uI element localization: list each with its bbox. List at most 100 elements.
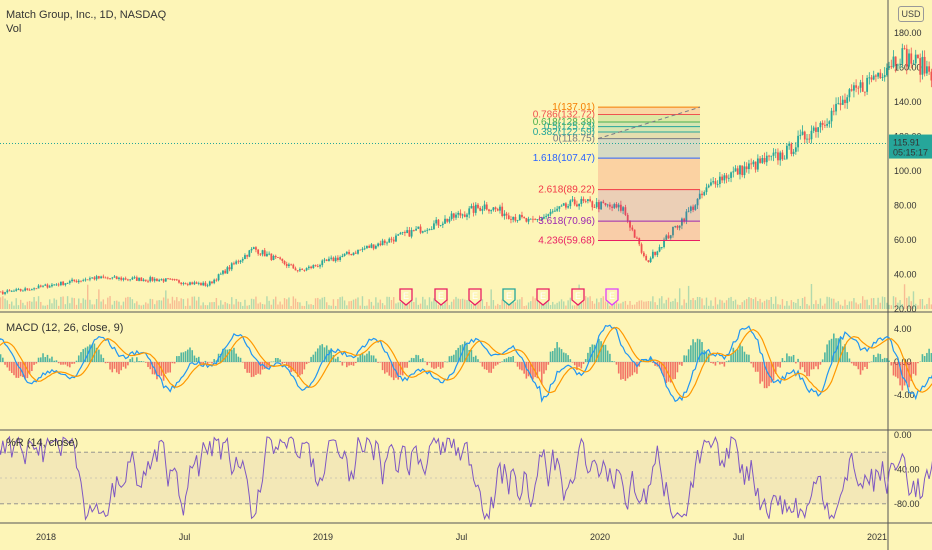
macd-histogram-bar: [390, 362, 393, 378]
macd-histogram-bar: [250, 362, 253, 378]
volume-bar: [640, 300, 643, 309]
macd-histogram-bar: [636, 362, 638, 374]
candle-body: [529, 218, 532, 220]
volume-bar: [323, 296, 326, 309]
volume-bar: [672, 301, 674, 309]
candle-body: [244, 255, 246, 260]
volume-bar: [910, 301, 912, 309]
candle-body: [781, 152, 784, 160]
macd-histogram-bar: [748, 354, 750, 362]
candle-body: [739, 165, 741, 175]
macd-histogram-bar: [107, 362, 109, 363]
candle-body: [774, 152, 777, 154]
macd-histogram-bar: [479, 362, 481, 363]
volume-bar: [730, 296, 732, 309]
macd-histogram-bar: [743, 351, 746, 362]
volume-bar: [44, 305, 46, 309]
macd-histogram-bar: [719, 362, 721, 365]
volume-bar: [503, 296, 506, 309]
candle-body: [113, 276, 116, 278]
candle-body: [850, 89, 853, 91]
macd-histogram-bar: [888, 360, 890, 362]
candle-body: [593, 207, 596, 209]
volume-bar: [757, 301, 759, 309]
volume-bar: [857, 304, 860, 309]
candle-body: [24, 288, 27, 291]
volume-bar: [678, 288, 681, 309]
volume-bar: [620, 303, 622, 309]
volume-bar: [98, 289, 100, 309]
volume-bar: [699, 297, 701, 309]
macd-histogram-bar: [31, 362, 33, 372]
macd-histogram-bar: [779, 362, 781, 368]
macd-histogram-bar: [496, 362, 499, 365]
macd-histogram-bar: [233, 347, 235, 362]
candle-body: [305, 268, 308, 271]
candle-body: [142, 279, 145, 282]
volume-bar: [151, 299, 154, 309]
fib-level-label: 0.5(125.73): [544, 122, 595, 133]
candle-body: [604, 203, 607, 206]
candle-body: [377, 243, 380, 246]
macd-histogram-bar: [377, 362, 379, 363]
earnings-marker: [434, 288, 448, 306]
macd-histogram-bar: [450, 355, 453, 362]
volume-bar: [375, 297, 377, 309]
volume-bar: [57, 305, 60, 309]
volume-bar: [667, 297, 670, 309]
volume-bar: [587, 297, 589, 309]
macd-histogram-bar: [593, 344, 596, 362]
macd-histogram-bar: [165, 362, 167, 374]
candle-body: [312, 265, 315, 269]
volume-bar: [86, 284, 89, 309]
candle-body: [921, 56, 924, 75]
macd-histogram-bar: [46, 354, 49, 362]
macd-histogram-bar: [833, 333, 835, 362]
candle-body: [53, 284, 56, 286]
candle-body: [294, 268, 297, 271]
currency-badge[interactable]: USD: [898, 6, 924, 22]
volume-bar: [527, 302, 530, 309]
macd-histogram-bar: [303, 362, 306, 370]
candle-body: [397, 234, 400, 236]
macd-histogram-bar: [786, 353, 788, 362]
candle-body: [428, 229, 431, 231]
macd-histogram-bar: [514, 362, 517, 363]
candle-body: [93, 277, 96, 280]
volume-bar: [494, 305, 497, 309]
candle-body: [68, 281, 71, 283]
macd-histogram-bar: [296, 362, 299, 377]
volume-bar: [549, 305, 552, 309]
candle-body: [703, 192, 706, 196]
candle-body: [786, 145, 788, 159]
volume-bar: [66, 296, 69, 309]
macd-histogram-bar: [770, 362, 773, 383]
fib-zone: [598, 138, 700, 159]
macd-histogram-bar: [288, 362, 290, 368]
candle-body: [0, 291, 2, 293]
macd-histogram-bar: [547, 362, 550, 365]
macd-histogram-bar: [446, 361, 449, 363]
macd-histogram-bar: [426, 362, 429, 366]
macd-histogram-bar: [602, 344, 605, 362]
fib-level-label: 4.236(59.68): [538, 236, 595, 247]
candle-body: [602, 201, 605, 204]
macd-histogram-bar: [908, 362, 910, 388]
volume-bar: [326, 302, 328, 309]
candle-body: [455, 214, 457, 218]
macd-histogram-bar: [817, 362, 819, 370]
macd-histogram-bar: [15, 362, 18, 378]
volume-bar: [215, 297, 218, 309]
candle-body: [792, 151, 795, 154]
volume-bar: [512, 297, 514, 309]
volume-bar: [444, 301, 446, 309]
macd-histogram-bar: [279, 359, 281, 362]
volume-bar: [585, 296, 587, 309]
macd-histogram-bar: [850, 362, 853, 364]
candle-body: [144, 279, 147, 281]
volume-bar: [395, 303, 397, 309]
volume-bar: [279, 301, 281, 309]
macd-histogram-bar: [841, 346, 844, 362]
candle-body: [523, 217, 526, 219]
